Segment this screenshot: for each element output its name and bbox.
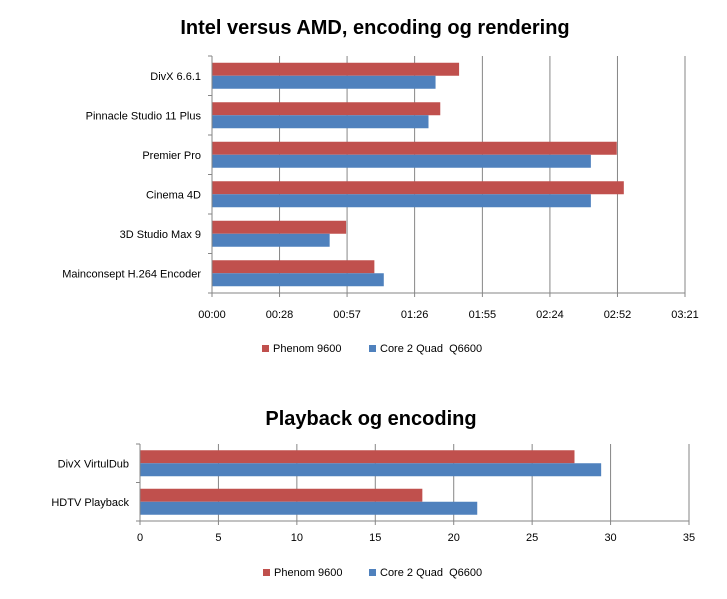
chart1-bar-core2quad	[212, 233, 330, 247]
chart1-bar-phenom	[212, 62, 460, 76]
chart2-bar-phenom	[140, 488, 423, 502]
chart1-bar-phenom	[212, 102, 441, 116]
chart2-bar-core2quad	[140, 463, 602, 477]
chart1-x-tick-label: 00:28	[266, 309, 294, 321]
chart2-x-tick-label: 5	[215, 532, 221, 544]
chart1-title: Intel versus AMD, encoding og rendering	[180, 17, 569, 39]
chart1-bar-phenom	[212, 181, 624, 195]
chart1-bar-core2quad	[212, 273, 384, 287]
chart2-x-tick-label: 15	[369, 532, 381, 544]
chart2-x-tick-label: 35	[683, 532, 695, 544]
chart2-x-tick-label: 30	[604, 532, 616, 544]
chart2-legend-swatch-phenom	[263, 569, 270, 576]
chart2-category-label: HDTV Playback	[51, 497, 129, 509]
chart2-legend-label-core2quad: Core 2 Quad Q6600	[380, 567, 482, 579]
chart1-bar-core2quad	[212, 194, 591, 208]
chart2-x-tick-label: 10	[291, 532, 303, 544]
chart2-category-label: DivX VirtulDub	[58, 458, 129, 470]
chart1-category-label: Mainconsept H.264 Encoder	[62, 268, 201, 280]
chart1-x-tick-label: 02:24	[536, 309, 564, 321]
chart1-legend-label-core2quad: Core 2 Quad Q6600	[380, 343, 482, 355]
chart1-category-label: Premier Pro	[142, 150, 201, 162]
chart1-bar-core2quad	[212, 154, 591, 168]
chart2-x-tick-label: 20	[448, 532, 460, 544]
chart1-legend-label-phenom: Phenom 9600	[273, 343, 342, 355]
chart1-x-tick-label: 02:52	[604, 309, 632, 321]
chart1-bar-phenom	[212, 260, 375, 274]
chart2-bar-core2quad	[140, 501, 478, 515]
chart1-category-label: DivX 6.6.1	[150, 71, 201, 83]
chart1-x-tick-label: 00:00	[198, 309, 226, 321]
chart2-legend-swatch-core2quad	[369, 569, 376, 576]
chart1-legend-swatch-core2quad	[369, 345, 376, 352]
chart1-x-tick-label: 01:26	[401, 309, 429, 321]
chart1-category-label: Pinnacle Studio 11 Plus	[86, 110, 202, 122]
chart1-bar-phenom	[212, 220, 347, 234]
chart2-legend-label-phenom: Phenom 9600	[274, 567, 343, 579]
chart1-x-tick-label: 03:21	[671, 309, 699, 321]
chart1-category-label: Cinema 4D	[146, 189, 201, 201]
chart1-x-tick-label: 01:55	[469, 309, 497, 321]
chart1-category-label: 3D Studio Max 9	[120, 229, 201, 241]
chart2-x-tick-label: 25	[526, 532, 538, 544]
chart2-bar-phenom	[140, 450, 575, 464]
chart1-x-tick-label: 00:57	[333, 309, 361, 321]
chart1-legend-swatch-phenom	[262, 345, 269, 352]
chart2-x-tick-label: 0	[137, 532, 143, 544]
chart1-bar-phenom	[212, 141, 617, 155]
chart2-title: Playback og encoding	[265, 408, 476, 430]
chart1-bar-core2quad	[212, 115, 429, 129]
chart1-bar-core2quad	[212, 75, 436, 89]
